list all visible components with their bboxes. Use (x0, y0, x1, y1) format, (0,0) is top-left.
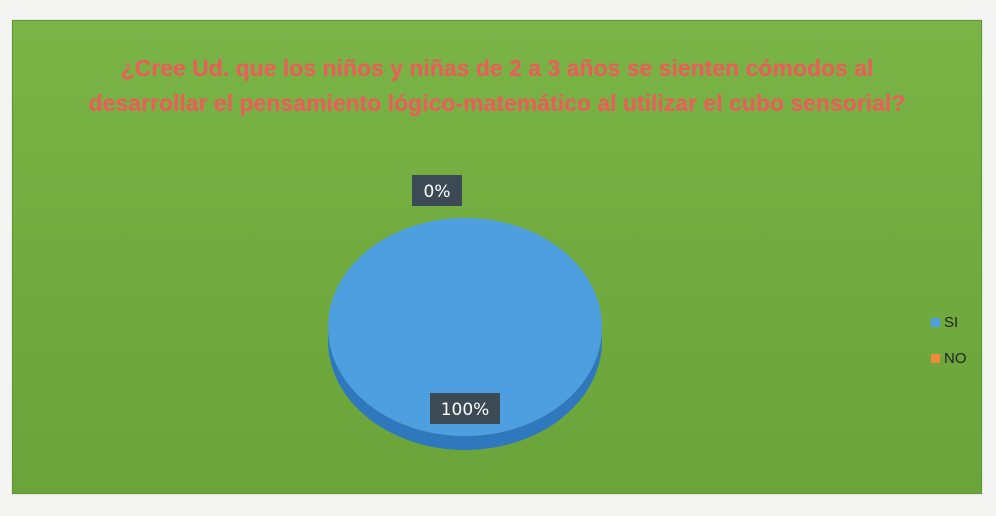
legend-entry-no: NO (931, 347, 979, 369)
legend-label-si: SI (944, 313, 959, 331)
data-label-si-text: 100% (441, 400, 490, 420)
legend-label-no: NO (944, 349, 967, 367)
data-label-no-text: 0% (424, 182, 451, 202)
chart-area: ¿Cree Ud. que los niños y niñas de 2 a 3… (12, 20, 982, 494)
data-label-no: 0% (412, 175, 462, 206)
chart-title: ¿Cree Ud. que los niños y niñas de 2 a 3… (88, 55, 906, 116)
pie-slice-si (328, 218, 602, 436)
data-label-si: 100% (430, 393, 500, 424)
legend: SI NO (931, 311, 979, 383)
legend-swatch-no (931, 353, 940, 363)
pie-chart: 0% 100% (328, 175, 602, 450)
legend-swatch-si (931, 317, 940, 327)
legend-entry-si: SI (931, 311, 979, 333)
